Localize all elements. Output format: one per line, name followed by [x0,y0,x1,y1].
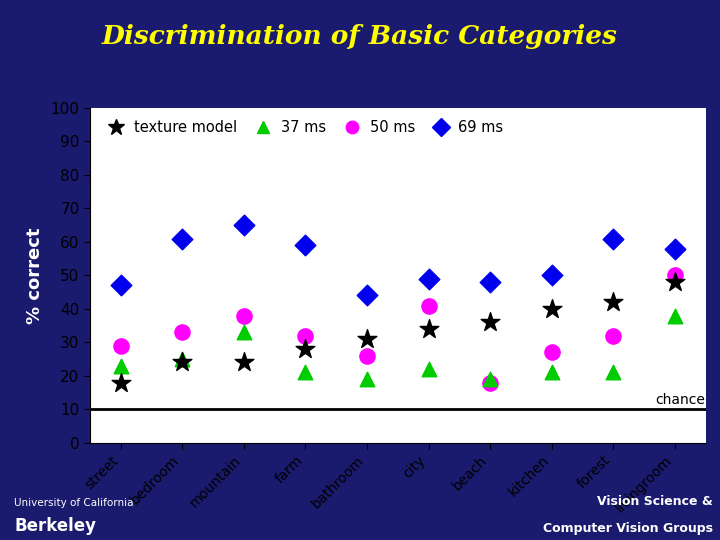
Point [423,301,434,310]
Text: Berkeley: Berkeley [14,517,96,535]
Point [669,271,680,280]
Point [669,244,680,253]
Point [608,234,619,243]
Point [546,368,557,377]
Point [669,278,680,286]
Point [115,361,127,370]
Y-axis label: % correct: % correct [26,227,44,323]
Point [546,271,557,280]
Point [300,332,311,340]
Point [176,234,188,243]
Text: chance: chance [656,393,706,407]
Text: Computer Vision Groups: Computer Vision Groups [543,522,713,535]
Point [546,305,557,313]
Point [608,332,619,340]
Point [485,378,496,387]
Point [300,368,311,377]
Point [485,278,496,286]
Text: Vision Science &: Vision Science & [597,495,713,508]
Point [361,352,373,360]
Point [423,274,434,283]
Point [176,328,188,336]
Text: University of California: University of California [14,497,134,508]
Point [115,281,127,290]
Point [361,375,373,383]
Point [423,365,434,374]
Point [361,335,373,343]
Point [485,375,496,383]
Point [238,328,250,336]
Point [546,348,557,357]
Point [238,358,250,367]
Point [176,355,188,363]
Point [423,325,434,333]
Point [115,378,127,387]
Point [300,345,311,353]
Point [485,318,496,327]
Point [669,311,680,320]
Point [238,221,250,230]
Text: Discrimination of Basic Categories: Discrimination of Basic Categories [102,24,618,49]
Point [176,358,188,367]
Point [608,298,619,307]
Point [300,241,311,249]
Point [608,368,619,377]
Point [115,341,127,350]
Point [238,311,250,320]
Point [361,291,373,300]
Legend: texture model, 37 ms, 50 ms, 69 ms: texture model, 37 ms, 50 ms, 69 ms [97,116,508,139]
